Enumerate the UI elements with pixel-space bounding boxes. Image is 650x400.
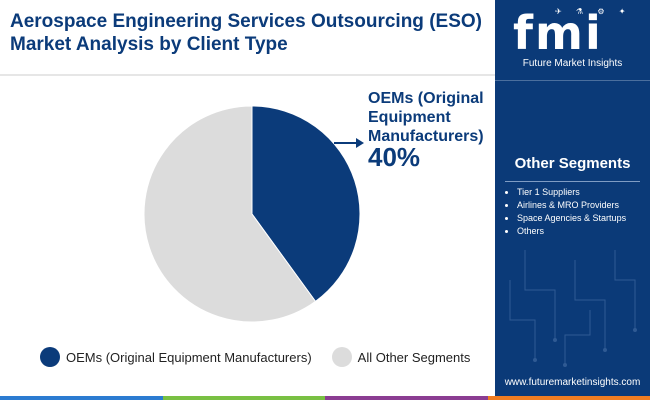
other-segment-item: Tier 1 Suppliers: [517, 186, 626, 199]
legend-swatch-oem: [40, 347, 60, 367]
other-segment-item: Space Agencies & Startups: [517, 212, 626, 225]
pie-chart: [143, 105, 364, 323]
legend-label-other: All Other Segments: [357, 349, 471, 365]
website-link[interactable]: www.futuremarketinsights.com: [504, 377, 641, 388]
circuit-decoration: [509, 250, 637, 367]
chart-title-line-1: Aerospace Engineering Services Outsourci…: [10, 11, 482, 32]
stripe-segment-purple: [325, 396, 488, 400]
legend-item-oem: OEMs (Original Equipment Manufacturers): [40, 347, 312, 367]
other-segment-item: Others: [517, 225, 626, 238]
legend-item-other: All Other Segments: [331, 347, 471, 367]
legend-label-oem: OEMs (Original Equipment Manufacturers): [66, 349, 312, 365]
logo-icons: ✈ ⚗ ⚙ ✦: [555, 7, 632, 16]
pie-slices: [143, 105, 361, 323]
other-segments-list: Tier 1 Suppliers Airlines & MRO Provider…: [505, 186, 626, 238]
title-divider: [0, 74, 495, 76]
stripe-segment-orange: [487, 396, 650, 400]
legend-swatch-other: [331, 347, 352, 367]
other-segment-item: Airlines & MRO Providers: [517, 199, 626, 212]
bottom-color-stripe: [0, 396, 650, 400]
sidebar-panel: ✈ ⚗ ⚙ ✦ fmi Future Market Insights Other…: [495, 0, 650, 396]
fmi-logo[interactable]: ✈ ⚗ ⚙ ✦ fmi Future Market Insights: [495, 0, 650, 80]
callout-arrow: [334, 138, 364, 148]
chart-title: Aerospace Engineering Services Outsourci…: [10, 10, 482, 56]
logo-subtitle: Future Market Insights: [522, 58, 623, 69]
pie-slice-other: [143, 105, 317, 323]
sidebar-divider: [495, 80, 650, 81]
stripe-segment-blue: [0, 396, 163, 400]
other-segments-title: Other Segments: [514, 155, 631, 172]
oem-callout-value: 40%: [368, 142, 421, 172]
chart-legend: OEMs (Original Equipment Manufacturers) …: [40, 347, 490, 367]
pie-slice-oem: [251, 105, 361, 303]
other-segments-divider: [505, 181, 640, 182]
logo-mark: fmi: [513, 6, 603, 60]
stripe-segment-green: [162, 396, 325, 400]
chart-title-line-2: Market Analysis by Client Type: [10, 34, 288, 55]
oem-callout-label: OEMs (Original Equipment Manufacturers): [368, 90, 484, 145]
